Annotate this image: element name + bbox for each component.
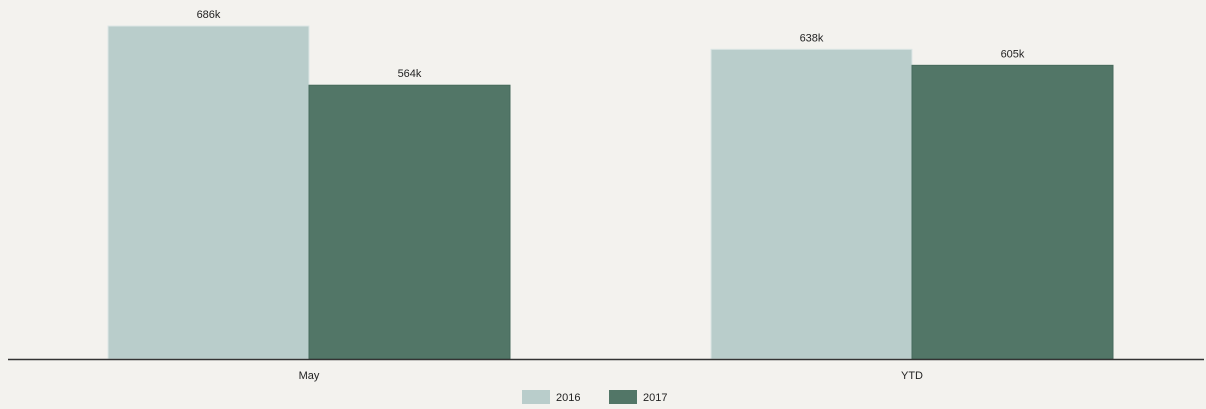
data-label-ytd-2017: 605k <box>1001 48 1025 60</box>
x-tick-labels: May YTD <box>299 370 923 382</box>
data-label-may-2016: 686k <box>197 9 221 21</box>
bar-ytd-2016[interactable] <box>710 48 913 360</box>
data-label-may-2017: 564k <box>398 68 422 80</box>
legend-swatch-2016[interactable] <box>522 390 550 404</box>
bars-layer <box>107 25 1114 360</box>
data-labels-layer: 686k 564k 638k 605k <box>197 9 1025 80</box>
legend-label-2017[interactable]: 2017 <box>643 392 667 404</box>
x-tick-label-ytd: YTD <box>901 370 923 382</box>
bar-may-2017[interactable] <box>308 84 511 360</box>
legend-label-2016[interactable]: 2016 <box>556 392 580 404</box>
data-label-ytd-2016: 638k <box>800 32 824 44</box>
legend-swatch-2017[interactable] <box>609 390 637 404</box>
bar-ytd-2017[interactable] <box>911 64 1114 360</box>
legend[interactable]: 2016 2017 <box>522 390 667 404</box>
bar-may-2016[interactable] <box>107 25 310 360</box>
x-tick-label-may: May <box>299 370 320 382</box>
